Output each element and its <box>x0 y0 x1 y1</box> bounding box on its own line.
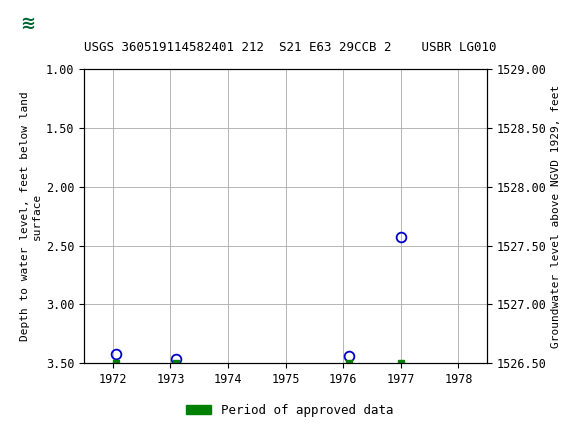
Text: ≋: ≋ <box>20 15 35 33</box>
Legend: Period of approved data: Period of approved data <box>181 399 399 421</box>
FancyBboxPatch shape <box>7 6 48 42</box>
Y-axis label: Depth to water level, feet below land
surface: Depth to water level, feet below land su… <box>20 91 42 341</box>
Text: USGS 360519114582401 212  S21 E63 29CCB 2    USBR LG010: USGS 360519114582401 212 S21 E63 29CCB 2… <box>84 41 496 54</box>
Y-axis label: Groundwater level above NGVD 1929, feet: Groundwater level above NGVD 1929, feet <box>551 84 561 348</box>
Text: USGS: USGS <box>67 15 122 33</box>
